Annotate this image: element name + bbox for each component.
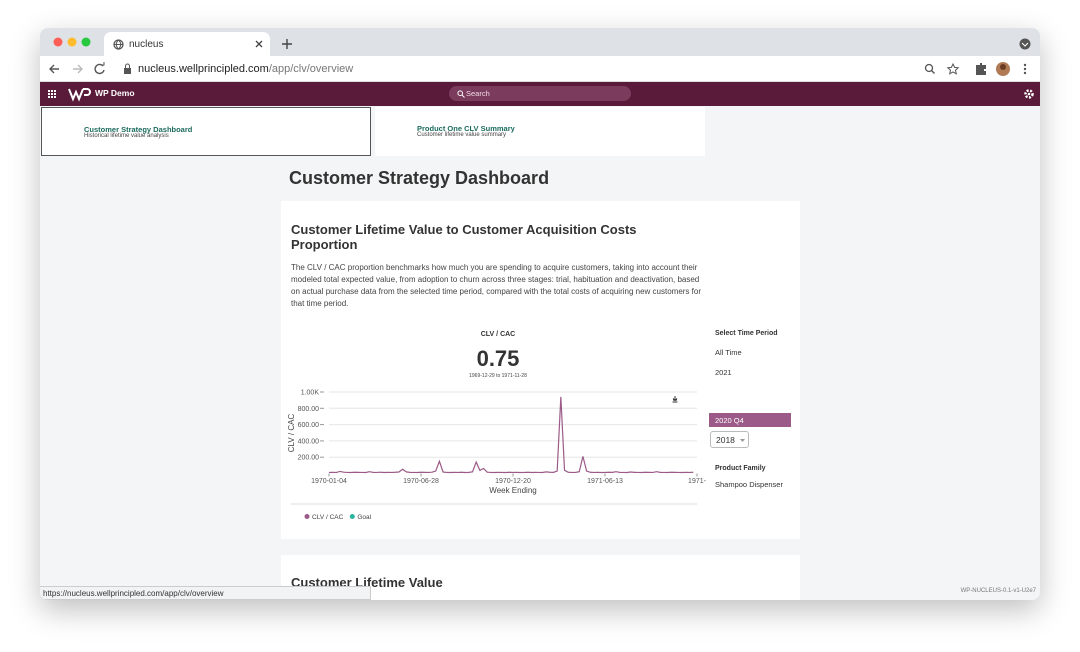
select-arrow [740,439,745,442]
family-value: Shampoo Dispenser [715,480,783,489]
dashboard-tab[interactable]: Product One CLV Summary Customer lifetim… [375,107,705,156]
app-bar: WP Demo Search [40,82,1040,106]
legend-label: Goal [357,514,371,521]
metric-date-range: 1969-12-29 to 1971-11-28 [469,373,527,379]
x-axis-label: Week Ending [489,486,536,495]
dashboard-tab[interactable]: Customer Strategy Dashboard Historical l… [41,107,371,156]
url[interactable]: nucleus.wellprincipled.com/app/clv/overv… [138,63,353,75]
tab-title: Customer Strategy Dashboard [84,125,193,134]
x-tick-label: 1970-01-04 [311,478,347,485]
year-select-value: 2018 [716,435,735,445]
tab-bar: nucleus [40,28,1040,56]
legend-label: CLV / CAC [312,514,344,521]
address-bar: nucleus.wellprincipled.com/app/clv/overv… [40,56,1040,82]
period-option[interactable]: 2021 [715,368,732,377]
year-select[interactable]: 2018 [710,431,749,448]
tab-subtitle: Historical lifetime value analysis [84,133,169,139]
data-line [328,396,694,474]
y-tick-label: 400.00 [298,438,320,445]
tab-title: Product One CLV Summary [417,124,515,133]
version: WP-NUCLEUS-0.1-v1-U2e7 [960,588,1036,594]
x-tick-label: 1970-12-20 [495,478,531,485]
url-host: nucleus.wellprincipled.com [138,63,269,75]
status-bar: https://nucleus.wellprincipled.com/app/c… [40,586,371,600]
page-title: Customer Strategy Dashboard [289,168,550,188]
download-icon[interactable] [672,396,678,403]
y-tick-label: 200.00 [298,455,320,462]
favicon [113,39,124,50]
x-tick-label: 1971- [688,478,706,485]
nav-icons [49,62,1027,76]
tab-close[interactable] [255,40,263,48]
chart: CLV / CAC Week Ending 200.00 400.00 600.00… [287,390,706,522]
url-path: /app/clv/overview [268,63,354,75]
metric-value: 0.75 [476,346,520,371]
card: Customer Lifetime Value to Customer Acqu… [281,201,800,539]
card-description: The CLV / CAC proportion benchmarks how … [291,263,701,308]
y-tick-label: 1.00K [301,390,320,397]
y-tick-label: 600.00 [298,422,320,429]
family-heading: Product Family [715,465,766,472]
search-icon [457,90,465,98]
x-tick-label: 1971-06-13 [587,478,623,485]
tab-subtitle: Customer lifetime value summary [417,132,507,138]
x-tick-label: 1970-06-28 [403,478,439,485]
browser-window: nucleus nucleus.wellprincipled.com/app/c… [40,28,1040,600]
period-option-selected[interactable]: 2020 Q4 [709,413,791,427]
card-title: Customer Lifetime Value to Customer Acqu… [291,222,637,252]
metric-label: CLV / CAC [480,331,516,338]
browser-tab[interactable]: nucleus [104,32,270,56]
tab-title: nucleus [129,39,164,50]
brand[interactable]: WP Demo [95,88,135,98]
search-placeholder: Search [466,89,490,98]
legend-swatch [304,514,310,519]
y-axis-label: CLV / CAC [287,414,296,453]
search-box[interactable]: Search [449,86,631,101]
window-controls [53,37,1031,50]
legend-swatch [349,514,355,519]
period-heading: Select Time Period [715,330,778,337]
period-option[interactable]: All Time [715,348,742,357]
y-tick-label: 800.00 [298,406,320,413]
app-icons [48,88,1034,102]
